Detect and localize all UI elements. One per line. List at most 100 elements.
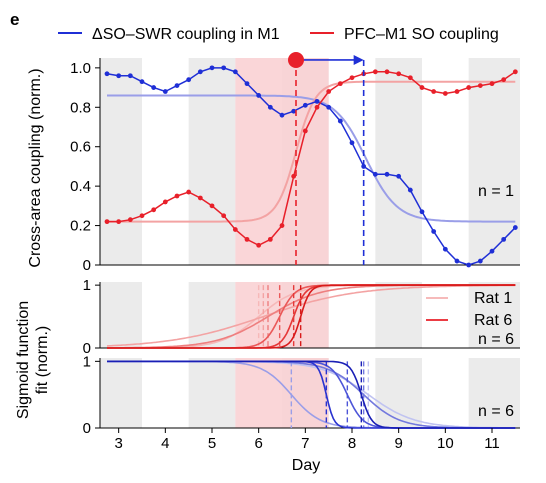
series-1-point-28 (431, 89, 437, 94)
series-1-point-25 (396, 71, 402, 77)
y-tick-label-top-4: 0.8 (70, 99, 91, 116)
series-1-point-4 (151, 207, 157, 213)
x-axis-label: Day (292, 457, 320, 474)
transition-marker-dot (288, 51, 304, 68)
series-1-point-10 (221, 213, 227, 219)
grey-band-3 (375, 58, 422, 265)
x-tick-label-8: 11 (484, 435, 500, 452)
series-1-point-0 (104, 219, 110, 225)
y-tick-label-mid-1: 1 (83, 277, 91, 294)
grey-band-3 (375, 358, 422, 428)
series-0-point-32 (477, 258, 483, 264)
grey-band-0 (100, 358, 142, 428)
series-0-point-33 (489, 248, 495, 254)
mid-sigmoid-5 (107, 284, 516, 349)
series-0-point-30 (454, 258, 460, 264)
series-1-point-14 (267, 236, 273, 242)
series-0-point-25 (396, 173, 402, 179)
x-axis: 3 4 5 6 7 8 9 10 11 (114, 428, 500, 452)
series-0-point-5 (162, 89, 168, 94)
series-1-point-5 (162, 199, 168, 205)
series-0-point-9 (209, 65, 215, 71)
series-1-point-2 (127, 217, 133, 223)
series-0-point-21 (349, 140, 355, 146)
x-tick-label-5: 8 (348, 435, 356, 452)
panel-bottom-sigmoid-blue: 0 1 n = 6 (83, 353, 520, 437)
series-1-point-3 (139, 213, 145, 219)
y-axis-label-bottom-line1: Sigmoid function (15, 301, 32, 419)
mid-legend-label-1: Rat 6 (474, 312, 512, 329)
y-tick-label-mid-0: 0 (83, 340, 91, 357)
y-tick-label-top-2: 0.4 (70, 178, 91, 195)
series-1-point-1 (116, 219, 122, 225)
sigmoid-fit-3 (107, 80, 516, 223)
series-0-point-20 (337, 118, 343, 124)
series-0-point-34 (501, 236, 507, 242)
series-0-point-15 (279, 112, 285, 118)
x-tick-label-3: 6 (254, 435, 262, 452)
series-1-point-11 (232, 227, 238, 232)
y-tick-label-top-3: 0.6 (70, 139, 91, 156)
legend-label-blue: ΔSO–SWR coupling in M1 (92, 26, 280, 43)
series-1-point-23 (372, 69, 378, 75)
series-1-point-34 (501, 77, 507, 83)
y-axis-label-top: Cross-area coupling (norm.) (27, 68, 44, 267)
series-1-point-8 (197, 195, 203, 201)
series-1-point-18 (314, 104, 320, 110)
series-0-point-28 (431, 229, 437, 234)
series-0-point-13 (256, 93, 262, 98)
series-1-point-30 (454, 89, 460, 94)
x-tick-label-1: 4 (161, 435, 169, 452)
grey-band-0 (100, 282, 142, 348)
series-0-point-23 (372, 171, 378, 177)
y-tick-label-bot-1: 1 (83, 353, 91, 370)
series-1-point-29 (442, 91, 448, 96)
x-tick-label-0: 3 (114, 435, 122, 452)
grey-band-4 (468, 358, 520, 428)
series-0-point-7 (186, 77, 192, 83)
x-tick-label-2: 5 (208, 435, 216, 452)
series-0-point-16 (291, 108, 297, 114)
series-1-point-35 (512, 69, 518, 75)
grey-band-4 (468, 58, 520, 265)
series-0-point-24 (384, 171, 390, 177)
series-1-point-20 (337, 81, 343, 87)
annotation-n-mid: n = 6 (478, 331, 514, 348)
series-0-point-10 (221, 65, 227, 71)
series-0-point-18 (314, 98, 320, 104)
series-0-point-0 (104, 71, 110, 77)
series-0-point-8 (197, 69, 203, 75)
series-1-point-17 (302, 128, 308, 134)
y-axis-label-bottom-line2: fit (norm.) (34, 326, 51, 394)
pink-band (235, 58, 329, 265)
grey-band-3 (375, 282, 422, 348)
x-tick-label-4: 7 (301, 435, 309, 452)
series-0-point-22 (361, 164, 367, 169)
sigmoid-fit-2 (107, 94, 516, 223)
grey-band-1 (188, 58, 236, 265)
series-1-point-24 (384, 69, 390, 75)
series-0-point-31 (466, 262, 472, 268)
series-0-point-26 (407, 187, 413, 193)
series-0-point-35 (512, 225, 518, 230)
series-1-point-21 (349, 75, 355, 81)
series-0-point-19 (326, 104, 332, 110)
series-1-point-33 (489, 81, 495, 87)
series-0-point-17 (302, 102, 308, 108)
panel-middle-sigmoid-red: 0 1 Rat 1 Rat 6 n = 6 (83, 277, 520, 357)
series-1-point-31 (466, 85, 472, 90)
series-1-point-9 (209, 203, 215, 209)
annotation-n-bot: n = 6 (478, 403, 514, 420)
y-tick-label-top-0: 0 (83, 257, 91, 274)
series-0-point-2 (127, 73, 133, 79)
legend-label-red: PFC–M1 SO coupling (344, 26, 499, 43)
series-1-point-27 (419, 85, 425, 90)
series-1-point-16 (291, 173, 297, 179)
grey-band-1 (188, 358, 236, 428)
series-0-point-4 (151, 85, 157, 90)
series-1-point-32 (477, 83, 483, 88)
series-0-point-1 (116, 73, 122, 79)
pink-band (235, 282, 329, 348)
y-tick-label-top-5: 1.0 (70, 60, 91, 77)
series-0-point-11 (232, 69, 238, 75)
